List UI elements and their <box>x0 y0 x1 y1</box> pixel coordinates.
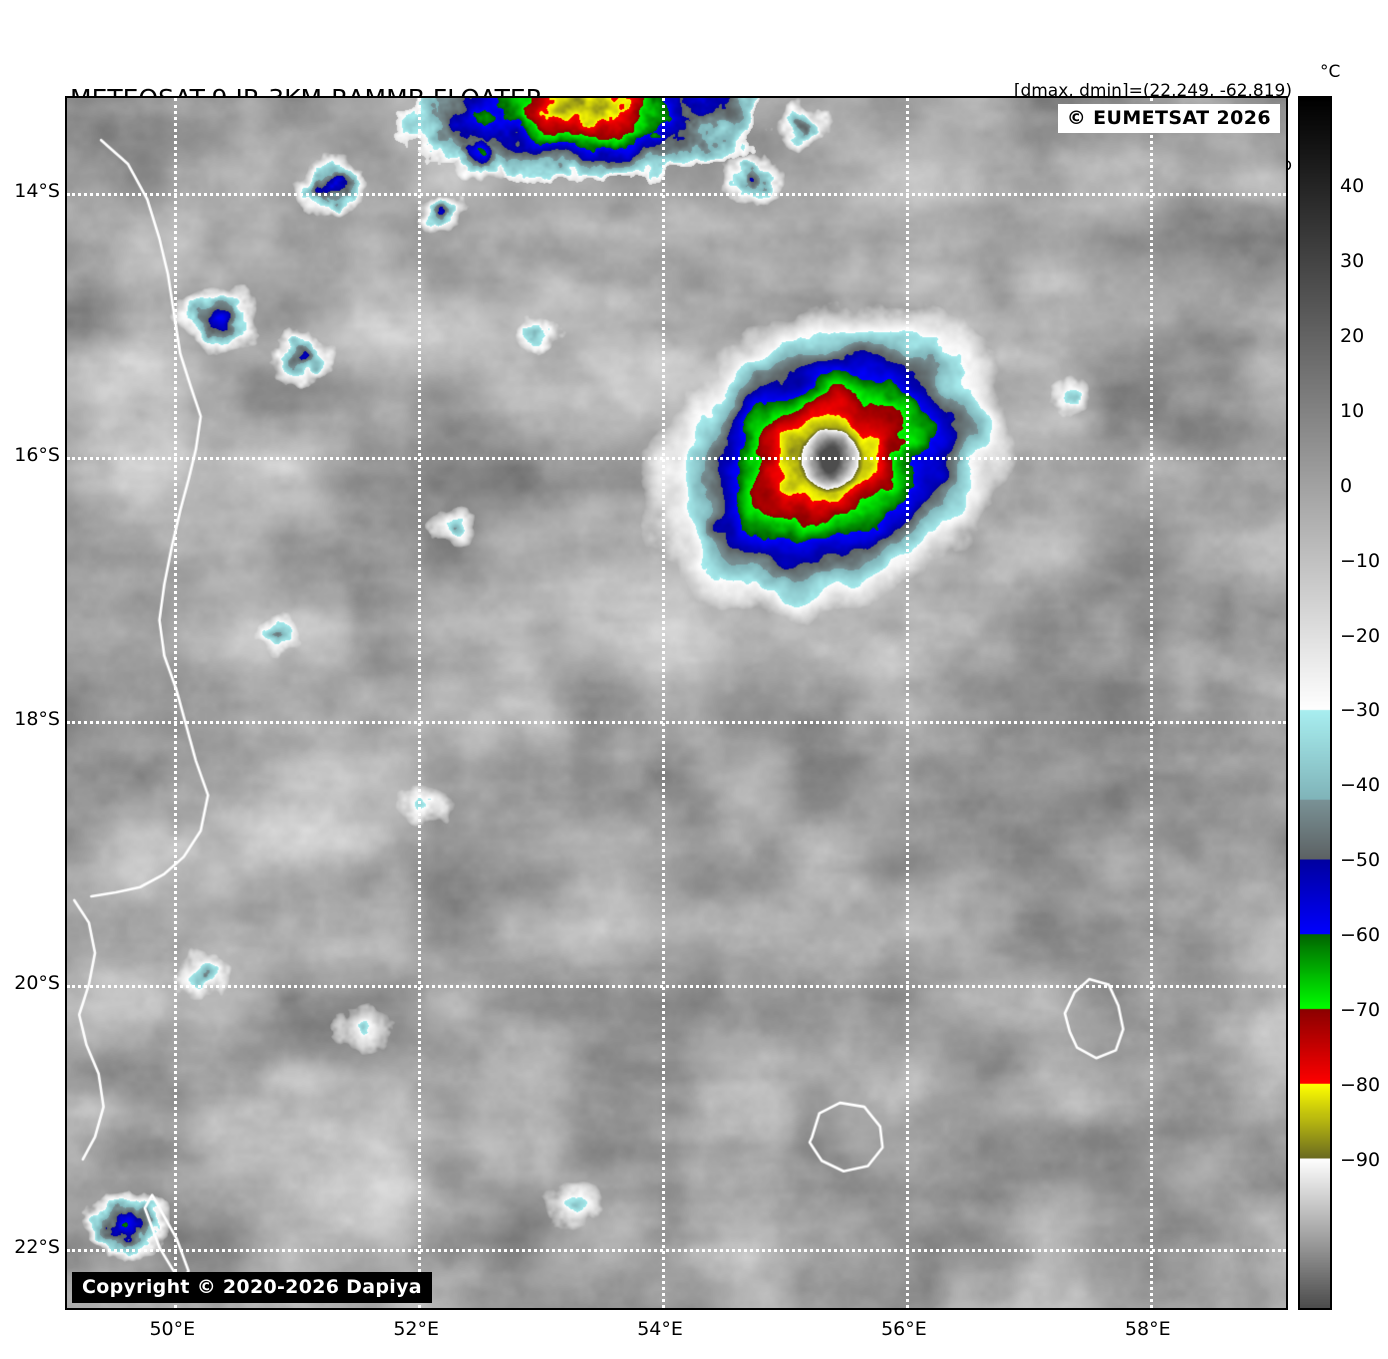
lon-tick-label: 50°E <box>149 1318 196 1340</box>
colorbar-tick--30: −30 <box>1340 699 1381 722</box>
colorbar-tick-40: 40 <box>1340 174 1365 197</box>
eumetsat-attribution-badge: © EUMETSAT 2026 <box>1057 104 1280 133</box>
lon-tick-label: 54°E <box>637 1318 683 1340</box>
colorbar-tick-0: 0 <box>1340 474 1353 497</box>
colorbar-tick-10: 10 <box>1340 399 1365 422</box>
colorbar-tick--80: −80 <box>1340 1074 1381 1097</box>
satellite-image-panel[interactable]: © EUMETSAT 2026 Copyright © 2020-2026 Da… <box>65 96 1288 1310</box>
temperature-colorbar[interactable] <box>1298 96 1332 1310</box>
colorbar-tick-30: 30 <box>1340 249 1365 272</box>
lon-tick-label: 58°E <box>1124 1318 1171 1340</box>
colorbar-tick--10: −10 <box>1340 549 1381 572</box>
colorbar-tick--20: −20 <box>1340 624 1381 647</box>
colorbar-tick--70: −70 <box>1340 999 1381 1022</box>
lat-tick-label: 22°S <box>14 1235 60 1258</box>
colorbar-tick--50: −50 <box>1340 849 1381 872</box>
lon-tick-label: 56°E <box>881 1318 927 1340</box>
lat-tick-label: 14°S <box>14 180 60 202</box>
dapiya-copyright-badge: Copyright © 2020-2026 Dapiya <box>72 1272 432 1303</box>
infrared-satellite-imagery <box>67 98 1286 1308</box>
lat-tick-label: 18°S <box>14 707 60 730</box>
colorbar-unit-label: °C <box>1320 62 1341 82</box>
colorbar-tick--40: −40 <box>1340 774 1381 797</box>
colorbar-tick-20: 20 <box>1340 324 1365 347</box>
lat-tick-label: 20°S <box>14 971 60 994</box>
lat-tick-label: 16°S <box>14 443 60 466</box>
colorbar-gradient <box>1300 98 1330 1308</box>
colorbar-tick--60: −60 <box>1340 924 1381 947</box>
colorbar-tick--90: −90 <box>1340 1149 1381 1172</box>
lon-tick-label: 52°E <box>393 1318 439 1340</box>
